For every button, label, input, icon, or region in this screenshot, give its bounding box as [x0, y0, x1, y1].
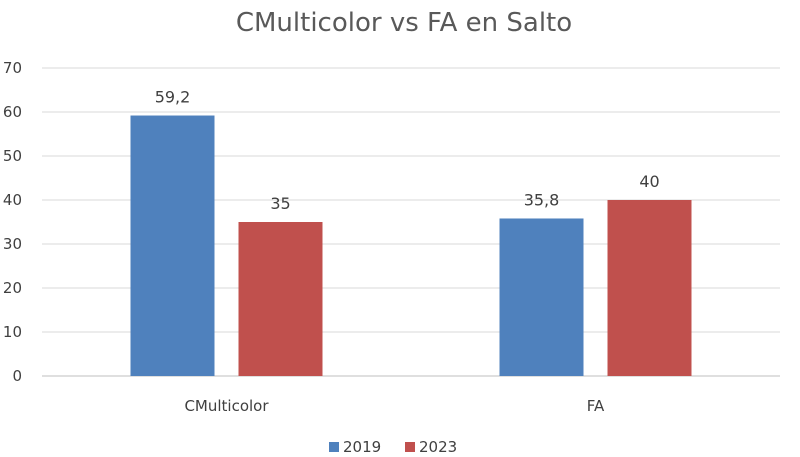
bar-2023-CMulticolor [238, 222, 323, 376]
bars [130, 115, 692, 377]
bar-2023-FA [607, 200, 692, 376]
data-label-2019-FA: 35,8 [524, 190, 560, 209]
legend: 2019 2023 [329, 438, 457, 456]
y-tick-label: 30 [3, 235, 22, 253]
legend-swatch-2019 [329, 442, 339, 452]
x-tick-label: FA [587, 397, 605, 415]
legend-label-2019: 2019 [343, 438, 381, 456]
y-tick-label: 70 [3, 59, 22, 77]
chart-title: CMulticolor vs FA en Salto [236, 8, 572, 38]
data-labels: 59,2 35 35,8 40 [155, 88, 660, 213]
axes: 0 10 20 30 40 50 60 70 CMulticolor FA [3, 59, 605, 415]
y-tick-label: 50 [3, 147, 22, 165]
legend-label-2023: 2023 [419, 438, 457, 456]
data-label-2019-CMulticolor: 59,2 [155, 88, 191, 107]
legend-swatch-2023 [405, 442, 415, 452]
x-tick-label: CMulticolor [184, 397, 269, 415]
bar-2019-CMulticolor [130, 115, 215, 377]
y-tick-label: 40 [3, 191, 22, 209]
y-tick-label: 20 [3, 279, 22, 297]
data-label-2023-CMulticolor: 35 [270, 194, 290, 213]
y-tick-label: 60 [3, 103, 22, 121]
bar-2019-FA [499, 218, 584, 376]
y-tick-label: 0 [12, 367, 22, 385]
data-label-2023-FA: 40 [639, 172, 659, 191]
y-tick-label: 10 [3, 323, 22, 341]
